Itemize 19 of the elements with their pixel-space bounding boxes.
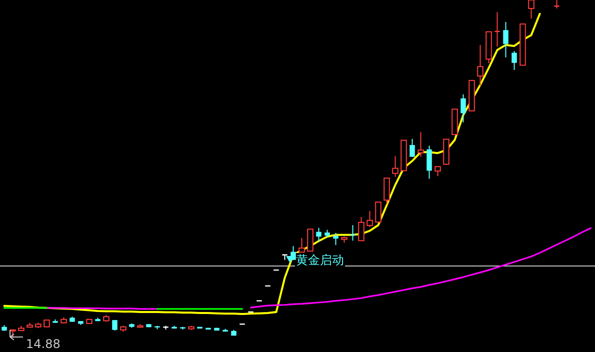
annotation: 黄金启动 — [296, 253, 344, 267]
candlestick — [358, 216, 364, 242]
candlestick — [528, 0, 534, 20]
candlestick — [434, 166, 441, 177]
candlestick — [112, 320, 118, 332]
candlestick — [366, 210, 373, 228]
candlestick — [410, 138, 415, 158]
candlestick — [392, 156, 398, 178]
candlestick — [316, 227, 322, 242]
candlestick — [418, 132, 424, 158]
annotation: 14.88 — [26, 337, 60, 351]
candlestick — [384, 178, 390, 205]
candlestick — [477, 44, 484, 86]
candlestick — [333, 232, 338, 246]
candlestick — [375, 202, 382, 223]
candlestick — [503, 21, 508, 58]
candlestick — [460, 94, 466, 123]
candlestick — [512, 50, 517, 70]
candlestick — [426, 145, 432, 180]
